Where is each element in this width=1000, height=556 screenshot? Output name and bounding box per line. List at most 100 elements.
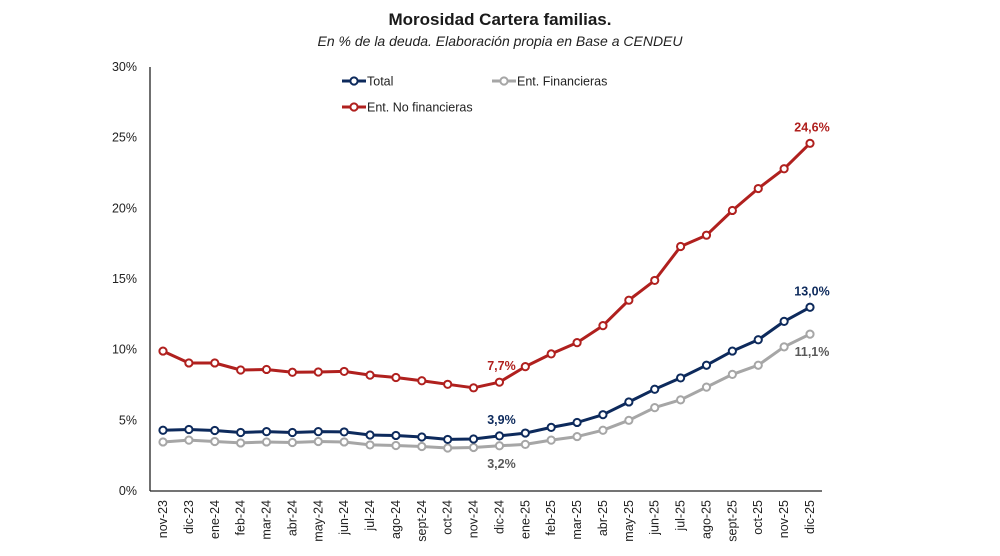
data-point xyxy=(546,435,556,445)
x-tick-label: sept-25 xyxy=(725,500,739,542)
data-label: 7,7% xyxy=(487,359,516,373)
x-tick-label: nov-24 xyxy=(467,500,481,538)
x-tick-label: feb-24 xyxy=(234,500,248,535)
x-tick-label: jul-24 xyxy=(363,500,377,532)
x-tick-label: abr-24 xyxy=(285,500,299,536)
legend-label: Ent. Financieras xyxy=(517,75,607,89)
legend-item: Ent. Financieras xyxy=(492,75,607,89)
x-tick-label: abr-25 xyxy=(596,500,610,536)
data-point xyxy=(313,436,323,447)
data-point xyxy=(210,436,220,447)
data-point xyxy=(210,425,220,436)
legend-marker xyxy=(499,76,509,86)
data-point xyxy=(184,424,194,435)
x-tick-label: dic-24 xyxy=(492,500,506,534)
data-point xyxy=(261,364,272,375)
data-point xyxy=(805,138,815,148)
y-tick-label: 5% xyxy=(119,413,137,427)
y-tick-label: 15% xyxy=(112,272,137,286)
data-point xyxy=(701,230,712,240)
data-point xyxy=(158,346,168,356)
data-point xyxy=(494,377,505,387)
x-tick-label: jul-25 xyxy=(674,500,688,532)
data-point xyxy=(727,205,737,216)
data-point xyxy=(287,437,297,448)
data-point xyxy=(753,183,763,194)
data-point xyxy=(779,342,789,352)
data-point xyxy=(468,442,479,453)
data-point xyxy=(184,358,194,368)
data-point xyxy=(624,397,634,407)
data-point xyxy=(158,425,168,435)
data-point xyxy=(779,316,789,326)
data-point xyxy=(365,440,375,450)
axes xyxy=(149,67,822,492)
data-point xyxy=(624,295,634,305)
x-tick-label: jun-25 xyxy=(648,500,662,536)
data-point xyxy=(236,427,246,438)
data-point xyxy=(572,431,582,442)
data-point xyxy=(520,439,530,449)
data-point xyxy=(365,370,375,380)
x-tick-label: ago-24 xyxy=(389,500,403,539)
data-point xyxy=(520,428,530,438)
series-ent-financieras xyxy=(158,329,815,453)
data-point xyxy=(417,432,427,442)
x-tick-label: may-25 xyxy=(622,500,636,542)
data-point xyxy=(572,338,582,348)
legend-item: Ent. No financieras xyxy=(342,101,473,115)
data-point xyxy=(624,415,634,425)
data-point xyxy=(313,367,323,377)
chart-subtitle: En % de la deuda. Elaboración propia en … xyxy=(317,33,683,49)
data-point xyxy=(287,367,297,377)
data-point xyxy=(391,440,401,451)
data-point xyxy=(468,383,479,393)
data-point xyxy=(676,241,686,252)
x-tick-label: dic-25 xyxy=(803,500,817,534)
data-point xyxy=(520,362,530,372)
x-tick-label: jun-24 xyxy=(337,500,351,536)
x-tick-label: oct-25 xyxy=(751,500,765,535)
y-tick-label: 0% xyxy=(119,484,137,498)
data-point xyxy=(779,164,789,174)
data-label: 11,1% xyxy=(795,345,830,359)
data-point xyxy=(676,395,686,405)
legend: Total Ent. Financieras Ent. No financieras xyxy=(342,75,607,115)
x-tick-label: oct-24 xyxy=(441,500,455,535)
x-tick-label: may-24 xyxy=(311,500,325,542)
data-point xyxy=(391,430,401,441)
series-total xyxy=(158,302,815,445)
x-tick-label: ene-24 xyxy=(208,500,222,539)
data-point xyxy=(184,435,194,445)
series-group xyxy=(158,138,815,453)
x-tick-label: nov-23 xyxy=(156,500,170,538)
series-line xyxy=(162,142,812,390)
data-label: 3,2% xyxy=(487,457,516,471)
data-label: 13,0% xyxy=(794,284,829,298)
data-point xyxy=(727,369,737,379)
x-tick-label: feb-25 xyxy=(544,500,558,535)
data-point xyxy=(443,434,453,445)
data-point xyxy=(236,365,246,375)
data-point xyxy=(650,275,660,286)
legend-marker xyxy=(349,76,359,86)
x-tick-label: nov-25 xyxy=(777,500,791,538)
y-tick-label: 10% xyxy=(112,343,137,357)
data-point xyxy=(701,382,712,392)
series-ent-no-financieras xyxy=(158,138,815,393)
chart-title: Morosidad Cartera familias. xyxy=(388,10,612,29)
data-point xyxy=(158,437,168,447)
data-point xyxy=(753,335,763,345)
data-point xyxy=(210,358,220,368)
x-tick-label: ene-25 xyxy=(518,500,532,539)
data-point xyxy=(598,410,608,420)
data-point xyxy=(753,360,763,370)
data-point xyxy=(261,437,272,447)
x-tick-label: dic-23 xyxy=(182,500,196,534)
data-point xyxy=(417,376,427,386)
legend-label: Total xyxy=(367,75,393,89)
y-tick-label: 20% xyxy=(112,201,137,215)
x-tick-label: mar-25 xyxy=(570,500,584,540)
y-tick-label: 30% xyxy=(112,60,137,74)
data-point xyxy=(417,441,427,452)
